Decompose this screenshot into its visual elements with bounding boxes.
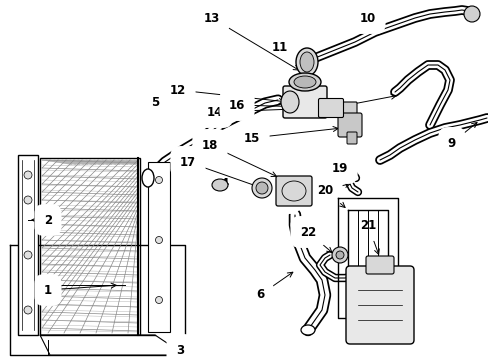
Text: 10: 10	[359, 12, 375, 24]
Ellipse shape	[142, 169, 154, 187]
Circle shape	[24, 306, 32, 314]
Text: 20: 20	[316, 184, 332, 197]
Text: 17: 17	[180, 156, 196, 168]
Circle shape	[24, 196, 32, 204]
FancyBboxPatch shape	[340, 102, 356, 114]
FancyBboxPatch shape	[346, 132, 356, 144]
Text: 16: 16	[228, 99, 244, 112]
Circle shape	[331, 247, 347, 263]
Text: 14: 14	[206, 105, 223, 118]
Polygon shape	[40, 335, 184, 355]
FancyBboxPatch shape	[275, 176, 311, 206]
Text: 12: 12	[169, 84, 186, 96]
Text: 9: 9	[447, 136, 455, 149]
Text: 11: 11	[271, 41, 287, 54]
Circle shape	[463, 6, 479, 22]
Text: 1: 1	[44, 284, 52, 297]
Circle shape	[24, 171, 32, 179]
Text: 18: 18	[202, 139, 218, 152]
FancyBboxPatch shape	[318, 99, 343, 117]
Polygon shape	[148, 162, 170, 332]
Circle shape	[251, 178, 271, 198]
Ellipse shape	[212, 179, 227, 191]
FancyBboxPatch shape	[337, 113, 361, 137]
Polygon shape	[18, 155, 38, 335]
Text: 6: 6	[255, 288, 264, 302]
Text: 15: 15	[244, 131, 260, 144]
Circle shape	[24, 251, 32, 259]
Ellipse shape	[281, 91, 298, 113]
Circle shape	[155, 176, 162, 184]
Ellipse shape	[288, 73, 320, 91]
Text: 4: 4	[221, 176, 229, 189]
Text: 21: 21	[359, 219, 375, 231]
FancyBboxPatch shape	[365, 256, 393, 274]
Text: 8: 8	[306, 105, 314, 118]
Ellipse shape	[301, 325, 314, 335]
Text: 19: 19	[331, 162, 347, 175]
Text: 7: 7	[283, 192, 290, 204]
Text: 3: 3	[176, 343, 183, 356]
FancyBboxPatch shape	[283, 86, 326, 118]
Circle shape	[335, 251, 343, 259]
Circle shape	[256, 182, 267, 194]
Text: 22: 22	[299, 225, 315, 239]
Circle shape	[155, 237, 162, 243]
Text: 5: 5	[151, 95, 159, 108]
Ellipse shape	[293, 76, 315, 88]
Ellipse shape	[299, 52, 313, 72]
Text: 2: 2	[44, 213, 52, 226]
FancyBboxPatch shape	[346, 266, 413, 344]
Circle shape	[155, 297, 162, 303]
Polygon shape	[40, 158, 140, 335]
Text: 13: 13	[203, 12, 220, 24]
Ellipse shape	[295, 48, 317, 76]
